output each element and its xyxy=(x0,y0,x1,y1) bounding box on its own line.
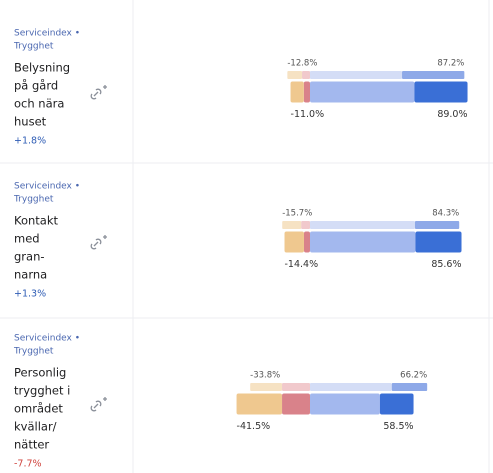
question-label: med xyxy=(14,232,40,246)
bar-segment xyxy=(301,221,310,229)
bar-segment xyxy=(310,383,392,391)
bar-segment xyxy=(303,81,310,103)
index-category: Trygghet xyxy=(13,42,54,52)
icon-shape xyxy=(90,397,107,412)
bar-segment xyxy=(236,393,283,415)
question-label: och nära xyxy=(14,97,64,111)
question-label: på gård xyxy=(14,79,58,93)
bar-segment xyxy=(391,383,428,391)
negative-total: -11.0% xyxy=(291,109,325,120)
index-category: Serviceindex • xyxy=(14,29,80,39)
icon-shape xyxy=(90,85,107,100)
negative-total: -12.8% xyxy=(287,59,317,69)
positive-total: 85.6% xyxy=(431,259,461,270)
bar-segment xyxy=(302,71,310,79)
bar-segment xyxy=(287,71,303,79)
question-label: kvällar/ xyxy=(14,420,57,434)
bar-segment xyxy=(402,71,465,79)
question-label: Belysning xyxy=(14,61,70,75)
positive-total: 89.0% xyxy=(437,109,467,120)
positive-total: 84.3% xyxy=(432,209,459,219)
bar-segment xyxy=(310,221,415,229)
index-category: Serviceindex • xyxy=(14,182,80,192)
change-value: +1.3% xyxy=(14,289,46,300)
positive-total: 87.2% xyxy=(437,59,464,69)
bar-segment xyxy=(290,81,304,103)
question-label: gran- xyxy=(14,250,45,264)
positive-total: 66.2% xyxy=(400,371,427,381)
icon-shape xyxy=(90,235,107,250)
link-icon[interactable] xyxy=(90,235,107,250)
negative-total: -33.8% xyxy=(250,371,280,381)
question-label: narna xyxy=(14,268,47,282)
bar-segment xyxy=(250,383,283,391)
bar-segment xyxy=(379,393,414,415)
bar-segment xyxy=(284,231,304,253)
change-value: -7.7% xyxy=(14,459,42,470)
bar-segment xyxy=(415,231,462,253)
negative-total: -41.5% xyxy=(237,421,271,432)
bar-segment xyxy=(310,231,416,253)
negative-total: -14.4% xyxy=(285,259,319,270)
bar-segment xyxy=(310,81,415,103)
link-icon[interactable] xyxy=(90,85,107,100)
link-icon[interactable] xyxy=(90,397,107,412)
question-label: trygghet i xyxy=(14,384,70,398)
bar-segment xyxy=(414,221,460,229)
question-label: området xyxy=(14,402,63,416)
bar-segment xyxy=(414,81,468,103)
negative-total: -15.7% xyxy=(282,209,312,219)
bar-segment xyxy=(310,71,403,79)
question-label: huset xyxy=(14,115,47,129)
index-category: Serviceindex • xyxy=(14,334,80,344)
index-category: Trygghet xyxy=(13,347,54,357)
bar-segment xyxy=(282,221,302,229)
question-label: Personlig xyxy=(14,366,66,380)
question-label: Kontakt xyxy=(14,214,59,228)
change-value: +1.8% xyxy=(14,136,46,147)
bar-segment xyxy=(303,231,310,253)
bar-segment xyxy=(282,393,310,415)
positive-total: 58.5% xyxy=(383,421,413,432)
question-label: nätter xyxy=(14,438,49,452)
bar-segment xyxy=(282,383,310,391)
index-category: Trygghet xyxy=(13,195,54,205)
bar-segment xyxy=(310,393,380,415)
